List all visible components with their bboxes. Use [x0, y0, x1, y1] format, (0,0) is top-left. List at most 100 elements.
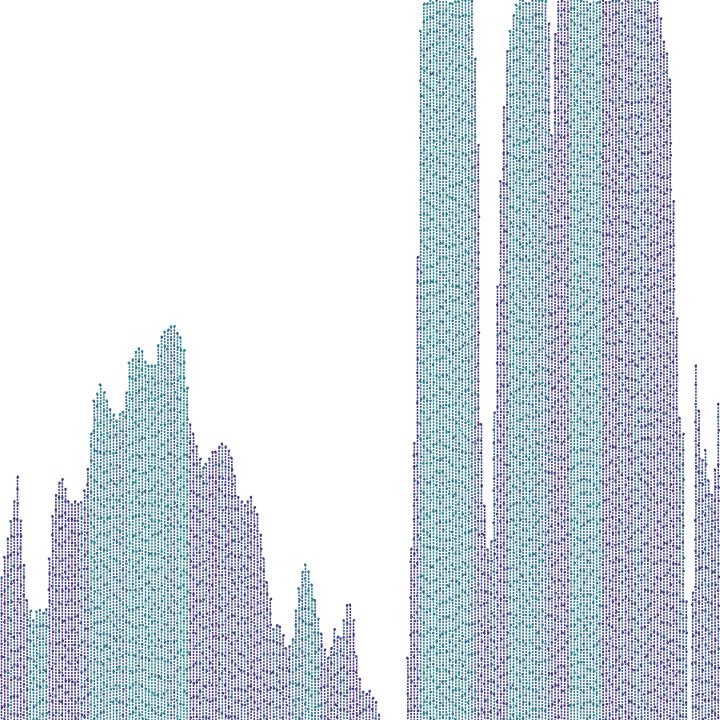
data-point — [227, 543, 230, 546]
data-point — [541, 145, 544, 148]
data-point — [441, 680, 444, 683]
data-point — [109, 688, 113, 691]
data-point — [460, 27, 464, 30]
data-point — [115, 516, 118, 519]
data-point — [455, 448, 458, 451]
data-point — [86, 514, 90, 518]
data-point — [585, 174, 588, 177]
data-point — [435, 358, 438, 361]
data-point — [534, 73, 538, 77]
data-point — [431, 72, 435, 75]
dot-column — [578, 0, 583, 720]
data-point — [596, 704, 599, 708]
data-point — [249, 634, 253, 637]
data-point — [509, 105, 512, 109]
data-point — [457, 606, 461, 609]
data-point — [230, 659, 234, 663]
data-point — [624, 403, 628, 406]
data-point — [451, 42, 455, 46]
data-point — [183, 376, 186, 380]
data-point — [496, 485, 499, 488]
data-point — [326, 669, 330, 672]
data-point — [189, 559, 193, 563]
data-point — [10, 649, 13, 653]
data-point — [563, 342, 566, 346]
data-point — [224, 714, 228, 718]
data-point — [170, 594, 173, 598]
data-point — [511, 713, 515, 717]
data-point — [566, 41, 569, 45]
data-point — [479, 674, 483, 677]
data-point — [442, 125, 445, 129]
data-point — [89, 444, 93, 447]
data-point — [476, 394, 480, 397]
data-point — [137, 424, 140, 427]
data-point — [70, 554, 74, 558]
data-point — [598, 133, 602, 137]
data-point — [599, 448, 602, 451]
data-point — [594, 680, 598, 684]
data-point — [624, 68, 628, 71]
data-point — [412, 537, 416, 541]
data-point — [460, 76, 464, 80]
data-point — [169, 452, 173, 456]
data-point — [212, 517, 215, 520]
data-point — [236, 639, 239, 643]
data-point — [246, 511, 250, 515]
data-point — [553, 280, 557, 284]
dot-column — [108, 408, 113, 720]
data-point — [554, 715, 557, 719]
data-point — [620, 2, 624, 5]
data-point — [182, 569, 185, 573]
data-point — [502, 555, 506, 558]
dot-column — [495, 285, 500, 720]
data-point — [624, 678, 627, 682]
data-point — [582, 523, 586, 526]
data-point — [451, 370, 455, 373]
data-point — [560, 224, 563, 228]
dot-column — [182, 349, 186, 720]
data-point — [495, 700, 499, 703]
data-point — [16, 612, 19, 616]
data-point — [300, 637, 304, 641]
data-point — [64, 557, 67, 560]
data-point — [426, 418, 429, 422]
data-point — [569, 142, 572, 146]
data-point — [464, 466, 467, 470]
data-point — [556, 59, 560, 63]
data-point — [29, 639, 32, 642]
data-point — [592, 182, 596, 186]
data-point — [211, 564, 214, 567]
data-point — [576, 190, 579, 193]
data-point — [166, 577, 169, 580]
data-point — [570, 350, 573, 354]
data-point — [509, 705, 512, 709]
data-point — [432, 662, 435, 666]
data-point — [147, 408, 151, 412]
data-point — [310, 622, 314, 626]
data-point — [522, 385, 525, 388]
data-point — [461, 102, 465, 105]
data-point — [484, 590, 487, 593]
data-point — [423, 228, 426, 232]
data-point — [560, 0, 564, 2]
data-point — [447, 234, 451, 238]
data-point — [576, 369, 579, 373]
data-point — [438, 70, 441, 73]
data-point — [474, 150, 477, 154]
data-point — [563, 59, 566, 63]
data-point — [175, 505, 179, 508]
data-point — [560, 525, 564, 529]
data-point — [460, 677, 463, 680]
data-point — [349, 705, 352, 709]
data-point — [467, 488, 470, 492]
data-point — [57, 601, 61, 604]
data-point — [589, 143, 592, 146]
data-point — [227, 705, 231, 709]
data-point — [540, 298, 544, 302]
data-point — [537, 598, 540, 601]
data-point — [541, 609, 544, 613]
data-point — [41, 698, 44, 702]
data-point — [598, 253, 601, 257]
data-point — [221, 586, 224, 589]
